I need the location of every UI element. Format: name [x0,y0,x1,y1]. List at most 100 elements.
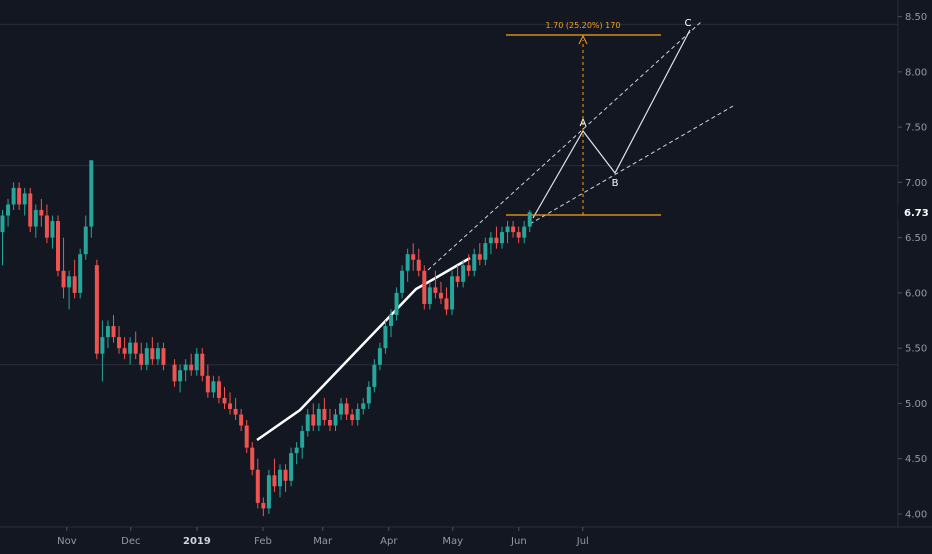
candle-body [133,342,138,354]
candle-body [261,502,266,509]
candle-body [466,265,471,271]
abc-pattern [532,29,691,219]
candle-body [117,337,122,349]
candle-body [472,254,477,271]
candle-body [139,353,144,365]
candle [427,281,432,310]
candle [83,215,88,260]
candle-body [250,447,255,470]
candle-body [511,226,516,233]
last-price-label: 6.73 [904,208,929,219]
candle [350,408,355,426]
candle [361,397,366,415]
candle [105,320,110,349]
candle-body [194,353,199,371]
candle-body [389,315,393,327]
price-axis[interactable]: 4.00 4.50 5.00 5.50 6.00 6.50 7.00 7.50 8.00 8.50… [898,12,932,520]
x-tick-label: Dec [121,536,140,547]
time-axis[interactable]: Nov Dec 2019 Feb Mar Apr May Jun Jul [57,527,589,547]
candle [150,337,155,365]
annotation-labels: 1.70 (25.20%) 170 A B C [546,18,692,189]
x-tick-label: Feb [254,536,272,547]
candle [78,248,83,299]
candle [327,408,332,432]
candle-body [438,292,443,299]
x-tick-label: 2019 [183,536,211,547]
candle-body [427,287,432,304]
candle [383,320,388,354]
candle-body [72,276,77,293]
candle [333,408,338,432]
y-tick-label: 7.00 [905,178,927,189]
trendline-upper [427,21,702,271]
candle [450,270,455,315]
candle-body [150,348,155,360]
y-tick-label: 8.00 [905,67,927,78]
x-tick-label: Apr [380,536,398,547]
candle-body [377,348,382,365]
candle [283,464,288,492]
candle-body [455,276,460,282]
candle-body [283,469,288,481]
candle-body [155,348,160,360]
candle-body [233,408,238,415]
trendline-solid [256,256,471,442]
candle [372,359,377,393]
candle [22,187,27,216]
y-tick-label: 4.00 [905,509,927,520]
candle [244,420,249,454]
candle [200,348,205,382]
candle [250,442,255,476]
candle [311,403,316,432]
trendline-lower [529,105,734,225]
candle-body [316,408,321,426]
candle [33,204,38,238]
candle-body [444,298,449,310]
candle [389,309,393,338]
candle [366,381,371,409]
candle [505,221,510,244]
candle [527,210,532,233]
candle-body [56,221,60,271]
candle [178,364,183,393]
x-tick-label: Nov [57,536,77,547]
candle-body [67,276,72,288]
candle-body [411,254,416,260]
candle [472,248,477,277]
candle [455,265,460,288]
candle [522,221,527,244]
candle [56,215,60,277]
candle-body [83,226,88,255]
candle [183,359,188,382]
candle-body [372,364,377,387]
candle-body [322,408,327,420]
candle [300,425,305,459]
candle-body [350,414,355,420]
candle [89,160,94,238]
candle [0,210,5,266]
candle-body [61,270,66,288]
candle [416,248,421,277]
y-tick-label: 5.00 [905,399,927,410]
candle-body [33,210,38,227]
candle-body [289,453,294,481]
candle-body [266,475,271,509]
candle [261,497,266,517]
candle-body [450,276,455,310]
candle-body [100,337,105,354]
candle [461,259,466,288]
candle [139,342,144,371]
candle [155,342,160,365]
candle-body [300,431,305,448]
candle-body [433,287,438,293]
candle [444,287,449,315]
y-tick-label: 6.00 [905,288,927,299]
candle-body [172,364,177,382]
candle-body [228,403,233,409]
candle-body [405,254,410,271]
y-tick-label: 7.50 [905,123,927,134]
candle-body [333,414,338,426]
candle [400,265,405,299]
